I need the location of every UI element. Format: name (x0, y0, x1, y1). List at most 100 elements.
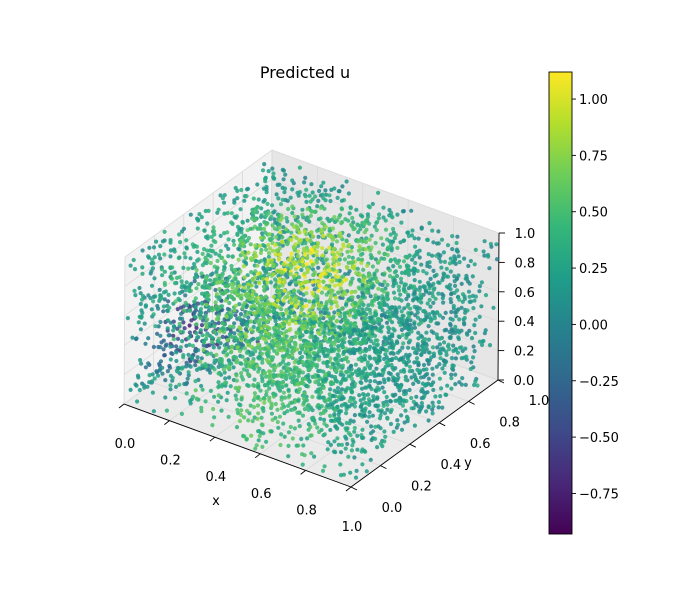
scatter-point (212, 329, 217, 334)
scatter-point (317, 346, 322, 351)
scatter-point (280, 380, 285, 385)
scatter-point (182, 326, 187, 331)
scatter-point (309, 360, 314, 365)
scatter-point (239, 336, 244, 341)
scatter-point (323, 188, 328, 193)
scatter-point (426, 337, 431, 342)
scatter-point (182, 308, 187, 313)
scatter-point (331, 252, 337, 258)
scatter-point (331, 246, 337, 251)
scatter-point (267, 326, 272, 331)
scatter-point (306, 407, 311, 412)
scatter-point (295, 347, 300, 352)
scatter-point (368, 278, 373, 283)
scatter-point (274, 192, 279, 197)
scatter-point (335, 195, 340, 200)
scatter-point (325, 403, 330, 408)
scatter-point (168, 265, 173, 270)
scatter-point (168, 357, 173, 362)
scatter-point (347, 313, 352, 318)
scatter-point (301, 443, 306, 448)
scatter-point (371, 341, 376, 346)
scatter-point (436, 321, 441, 326)
scatter-point (256, 197, 261, 202)
scatter-point (387, 207, 392, 213)
scatter-point (162, 297, 167, 302)
scatter-point (330, 418, 335, 423)
scatter-point (337, 278, 342, 283)
scatter-point (325, 364, 330, 369)
x-tick-label: 0.6 (251, 487, 272, 502)
scatter-point (284, 334, 289, 339)
scatter-point (269, 214, 274, 219)
scatter-point (139, 315, 144, 320)
scatter-point (345, 320, 350, 325)
scatter-point (393, 355, 399, 361)
scatter-point (425, 358, 430, 363)
scatter-point (457, 297, 462, 302)
scatter-point (360, 257, 365, 262)
scatter-point (452, 274, 457, 279)
scatter-point (329, 301, 334, 306)
scatter-point (234, 425, 240, 430)
scatter-point (212, 367, 217, 372)
scatter-point (179, 311, 184, 316)
scatter-point (317, 321, 322, 326)
scatter-point (313, 209, 318, 214)
scatter-point (401, 389, 407, 394)
scatter-point (430, 400, 435, 405)
scatter-point (204, 302, 209, 307)
scatter-point (324, 292, 329, 297)
scatter-point (329, 340, 334, 345)
scatter-point (412, 284, 417, 289)
scatter-point (378, 325, 383, 331)
scatter-point (317, 284, 322, 289)
scatter-point (419, 401, 424, 406)
scatter-point (178, 348, 183, 353)
scatter-point (454, 240, 459, 246)
scatter-point (193, 359, 198, 364)
scatter-point (244, 322, 249, 327)
scatter-point (250, 276, 255, 282)
scatter-point (138, 358, 143, 363)
scatter-point (264, 222, 269, 227)
scatter-point (347, 269, 352, 274)
scatter-point (271, 272, 276, 277)
scatter-point (453, 347, 459, 352)
scatter-point (353, 289, 358, 294)
scatter-point (264, 190, 269, 195)
scatter-point (301, 381, 306, 386)
scatter-point (335, 436, 340, 441)
scatter-point (263, 337, 268, 343)
scatter-point (291, 274, 296, 279)
scatter-point (137, 285, 142, 291)
scatter-point (158, 256, 163, 261)
scatter-point (389, 362, 394, 368)
colorbar-tick-label: −0.75 (579, 487, 619, 502)
scatter-point (386, 325, 391, 330)
grid-line (153, 235, 155, 383)
scatter-point (244, 350, 249, 355)
scatter-point (412, 423, 417, 428)
scatter-point (260, 296, 265, 301)
scatter-point (276, 324, 282, 329)
scatter-point (145, 384, 150, 389)
scatter-point (193, 388, 198, 393)
scatter-point (268, 369, 273, 374)
scatter-point (291, 318, 296, 323)
scatter-point (231, 238, 236, 243)
scatter-point (229, 334, 235, 340)
scatter-point (149, 307, 154, 312)
scatter-point (255, 263, 260, 268)
scatter-point (161, 309, 166, 314)
x-tick (345, 486, 352, 492)
scatter-point (338, 286, 343, 291)
scatter-point (314, 253, 319, 258)
x-tick-label: 1.0 (342, 520, 363, 535)
scatter-point (206, 293, 211, 298)
scatter-point (406, 271, 411, 276)
scatter-point (292, 214, 297, 219)
scatter-point (226, 254, 231, 259)
scatter-point (290, 204, 295, 209)
scatter-point (433, 394, 438, 399)
